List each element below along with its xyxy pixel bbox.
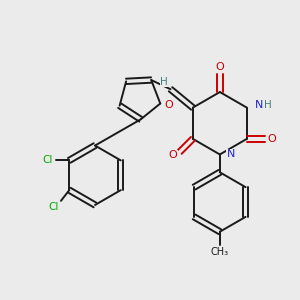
Text: H: H (264, 100, 272, 110)
Text: O: O (268, 134, 276, 144)
Text: O: O (164, 100, 173, 110)
Text: Cl: Cl (43, 155, 53, 165)
Text: Cl: Cl (49, 202, 59, 212)
Text: O: O (169, 151, 178, 160)
Text: H: H (160, 77, 168, 87)
Text: O: O (215, 62, 224, 72)
Text: N: N (226, 149, 235, 160)
Text: CH₃: CH₃ (211, 247, 229, 257)
Text: N: N (255, 100, 264, 110)
